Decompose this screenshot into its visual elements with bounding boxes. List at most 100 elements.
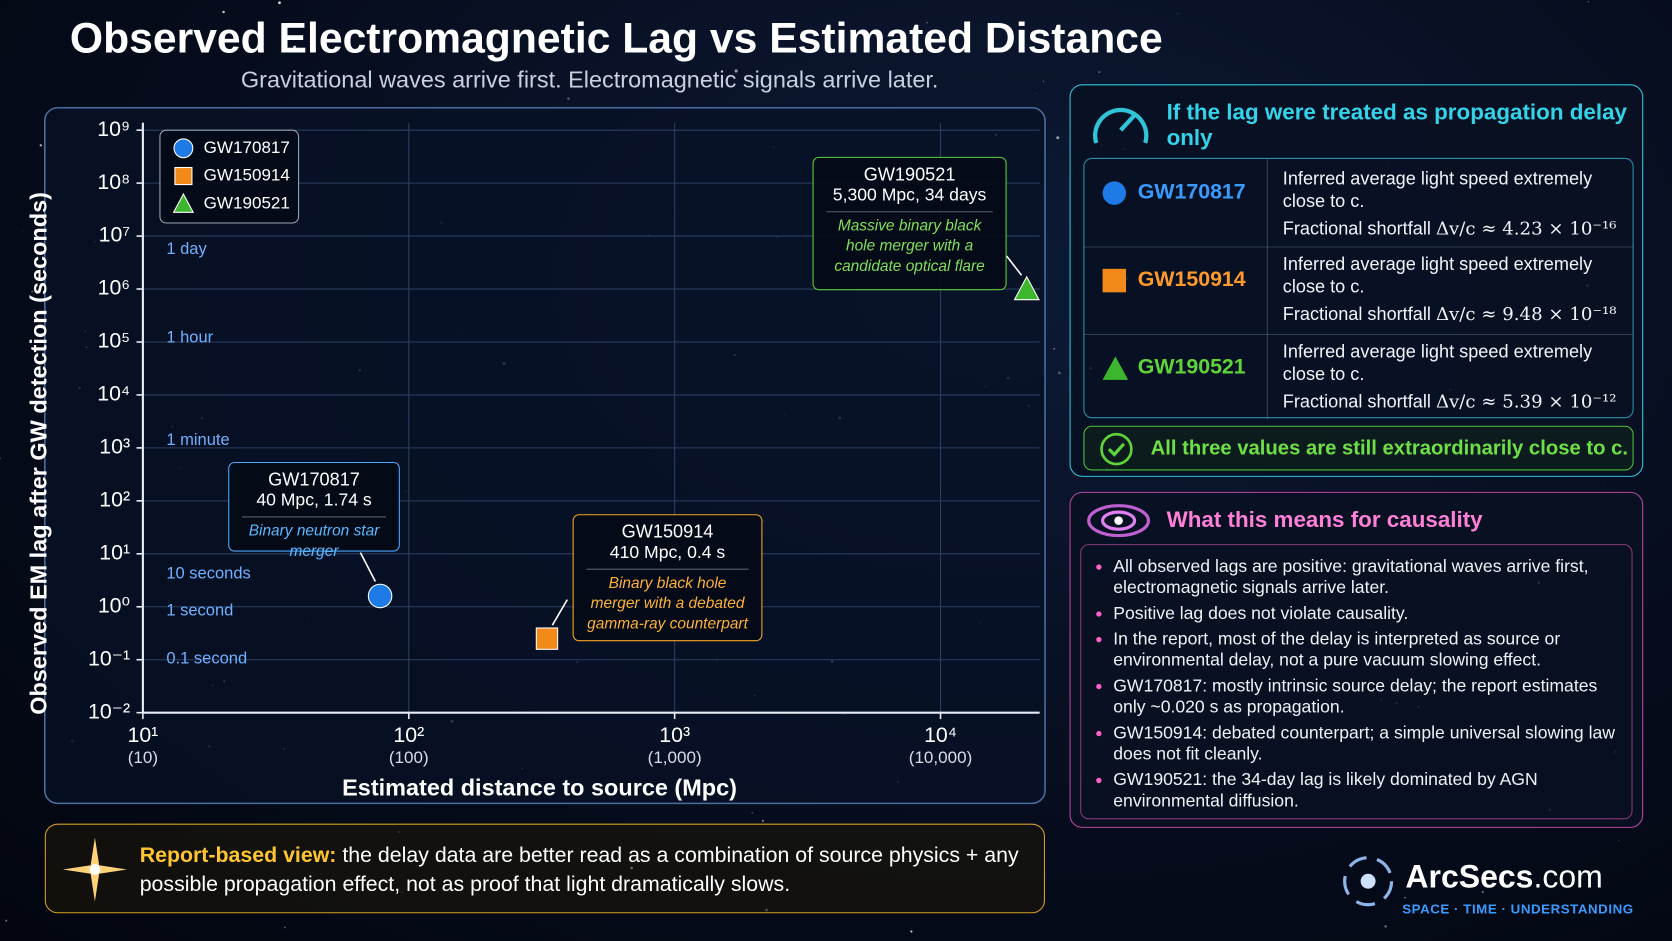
annotation-arrow [359,552,377,582]
legend-label: GW150914 [204,166,290,185]
annotation-arrow [551,599,568,626]
logo-domain: .com [1533,859,1603,896]
speed-text: Inferred average light speed extremely c… [1282,168,1593,212]
report-body: the delay data are better read as a comb… [139,843,1019,897]
circle-icon [1102,181,1127,205]
annotation: GW170817 40 Mpc, 1.74 s Binary neutron s… [228,461,400,560]
logo-name: ArcSecs [1405,859,1534,896]
shortfall-label: Fractional shortfall [1282,391,1431,412]
annotation-title: GW170817 [268,469,360,490]
bullet-box: All observed lags are positive: gravitat… [1080,544,1633,820]
footer-box: All three values are still extraordinari… [1083,425,1634,471]
annotation-title: GW150914 [621,521,714,542]
triangle-icon [1102,356,1129,380]
report-label: Report-based view: [139,843,337,868]
x-axis-title: Estimated distance to source (Mpc) [342,775,737,801]
reference-label: 1 minute [166,430,229,449]
annotation-description: Massive binary black hole merger with a … [834,217,985,276]
annotation: GW190521 5,300 Mpc, 34 days Massive bina… [812,156,1007,291]
y-tick-label: 10⁻¹ [88,646,130,670]
star [39,144,42,147]
star [1177,13,1179,15]
star [284,926,286,929]
star [1042,80,1045,83]
y-tick-label: 10⁵ [98,329,131,353]
row: GW190521 Inferred average light speed ex… [1084,334,1632,421]
column-divider [1266,158,1268,420]
legend-marker [173,138,194,159]
bullet: In the report, most of the delay is inte… [1113,628,1621,671]
star [825,48,827,50]
y-tick-label: 10¹ [99,540,130,564]
y-tick-label: 10⁹ [97,117,130,141]
row: GW170817 Inferred average light speed ex… [1084,159,1633,248]
legend-marker [172,192,195,213]
bullet: GW150914: debated counterpart; a simple … [1113,722,1621,765]
star [0,457,2,460]
star [5,919,8,922]
annotation-detail: 40 Mpc, 1.74 s [256,490,372,510]
square-icon [1102,268,1127,293]
legend [159,129,300,224]
x-tick-sublabel: (10) [128,748,158,767]
annotation-description: Binary neutron star merger [248,522,380,561]
reference-label: 1 day [166,239,207,258]
shortfall-expression: Δv/c ≈ 5.39 × 10⁻¹² [1435,391,1617,413]
shortfall-label: Fractional shortfall [1282,304,1431,325]
marker [367,583,393,609]
speed-text: Inferred average light speed extremely c… [1282,253,1593,297]
star [1053,348,1055,350]
star [1058,371,1061,375]
y-tick-label: 10⁶ [98,276,131,300]
shortfall-expression: Δv/c ≈ 4.23 × 10⁻¹⁶ [1435,218,1617,241]
row: GW150914 Inferred average light speed ex… [1084,246,1633,336]
marker [535,627,559,650]
star [1098,71,1101,73]
bullet: GW190521: the 34-day lag is likely domin… [1113,769,1621,812]
x-tick-sublabel: (10,000) [909,748,972,767]
bullet: All observed lags are positive: gravitat… [1113,556,1621,599]
annotation-title: GW190521 [863,164,956,185]
propagation-panel: If the lag were treated as propagation d… [1069,84,1644,477]
galaxy-icon [1087,504,1151,538]
annotation-description: Binary black hole merger with a debated … [587,575,748,633]
x-tick-label: 10³ [659,723,690,747]
reference-label: 0.1 second [166,649,247,668]
star [31,290,34,293]
logo: ArcSecs.com [1405,860,1602,896]
logo-icon [1343,856,1394,907]
star [1618,840,1620,842]
reference-label: 1 hour [166,328,213,347]
annotation-detail: 410 Mpc, 0.4 s [609,543,726,563]
star [1587,1,1590,3]
footer-text: All three values are still extraordinari… [1150,437,1629,460]
marks: GW170817 GW150914 GW190521 [172,138,1040,650]
star [278,1,281,5]
gauge-icon [1093,107,1149,144]
panel-title: If the lag were treated as propagation d… [1166,100,1628,151]
star [910,930,913,933]
x-tick-sublabel: (1,000) [648,748,702,767]
star [22,230,23,232]
chart-panel [43,106,1046,805]
x-tick-label: 10⁴ [924,723,957,747]
star [1482,891,1484,893]
bullet-list: All observed lags are positive: gravitat… [1081,556,1621,812]
annotation-detail: 5,300 Mpc, 34 days [832,185,987,205]
y-tick-label: 10⁸ [97,170,130,194]
y-tick-label: 10³ [99,435,130,459]
report-box: Report-based view: the delay data are be… [44,823,1046,914]
row-name: GW150914 [1137,267,1246,292]
annotation-arrow [1005,255,1023,276]
check-icon [1100,432,1133,466]
legend-marker [174,166,193,186]
x-tick-label: 10¹ [127,723,158,747]
row-name: GW170817 [1137,180,1246,204]
star [1384,925,1387,928]
y-tick-label: 10⁴ [97,382,130,406]
reference-label: 10 seconds [166,563,250,582]
y-tick-label: 10² [99,487,130,511]
row-name: GW190521 [1137,355,1246,379]
star-icon [62,837,127,902]
